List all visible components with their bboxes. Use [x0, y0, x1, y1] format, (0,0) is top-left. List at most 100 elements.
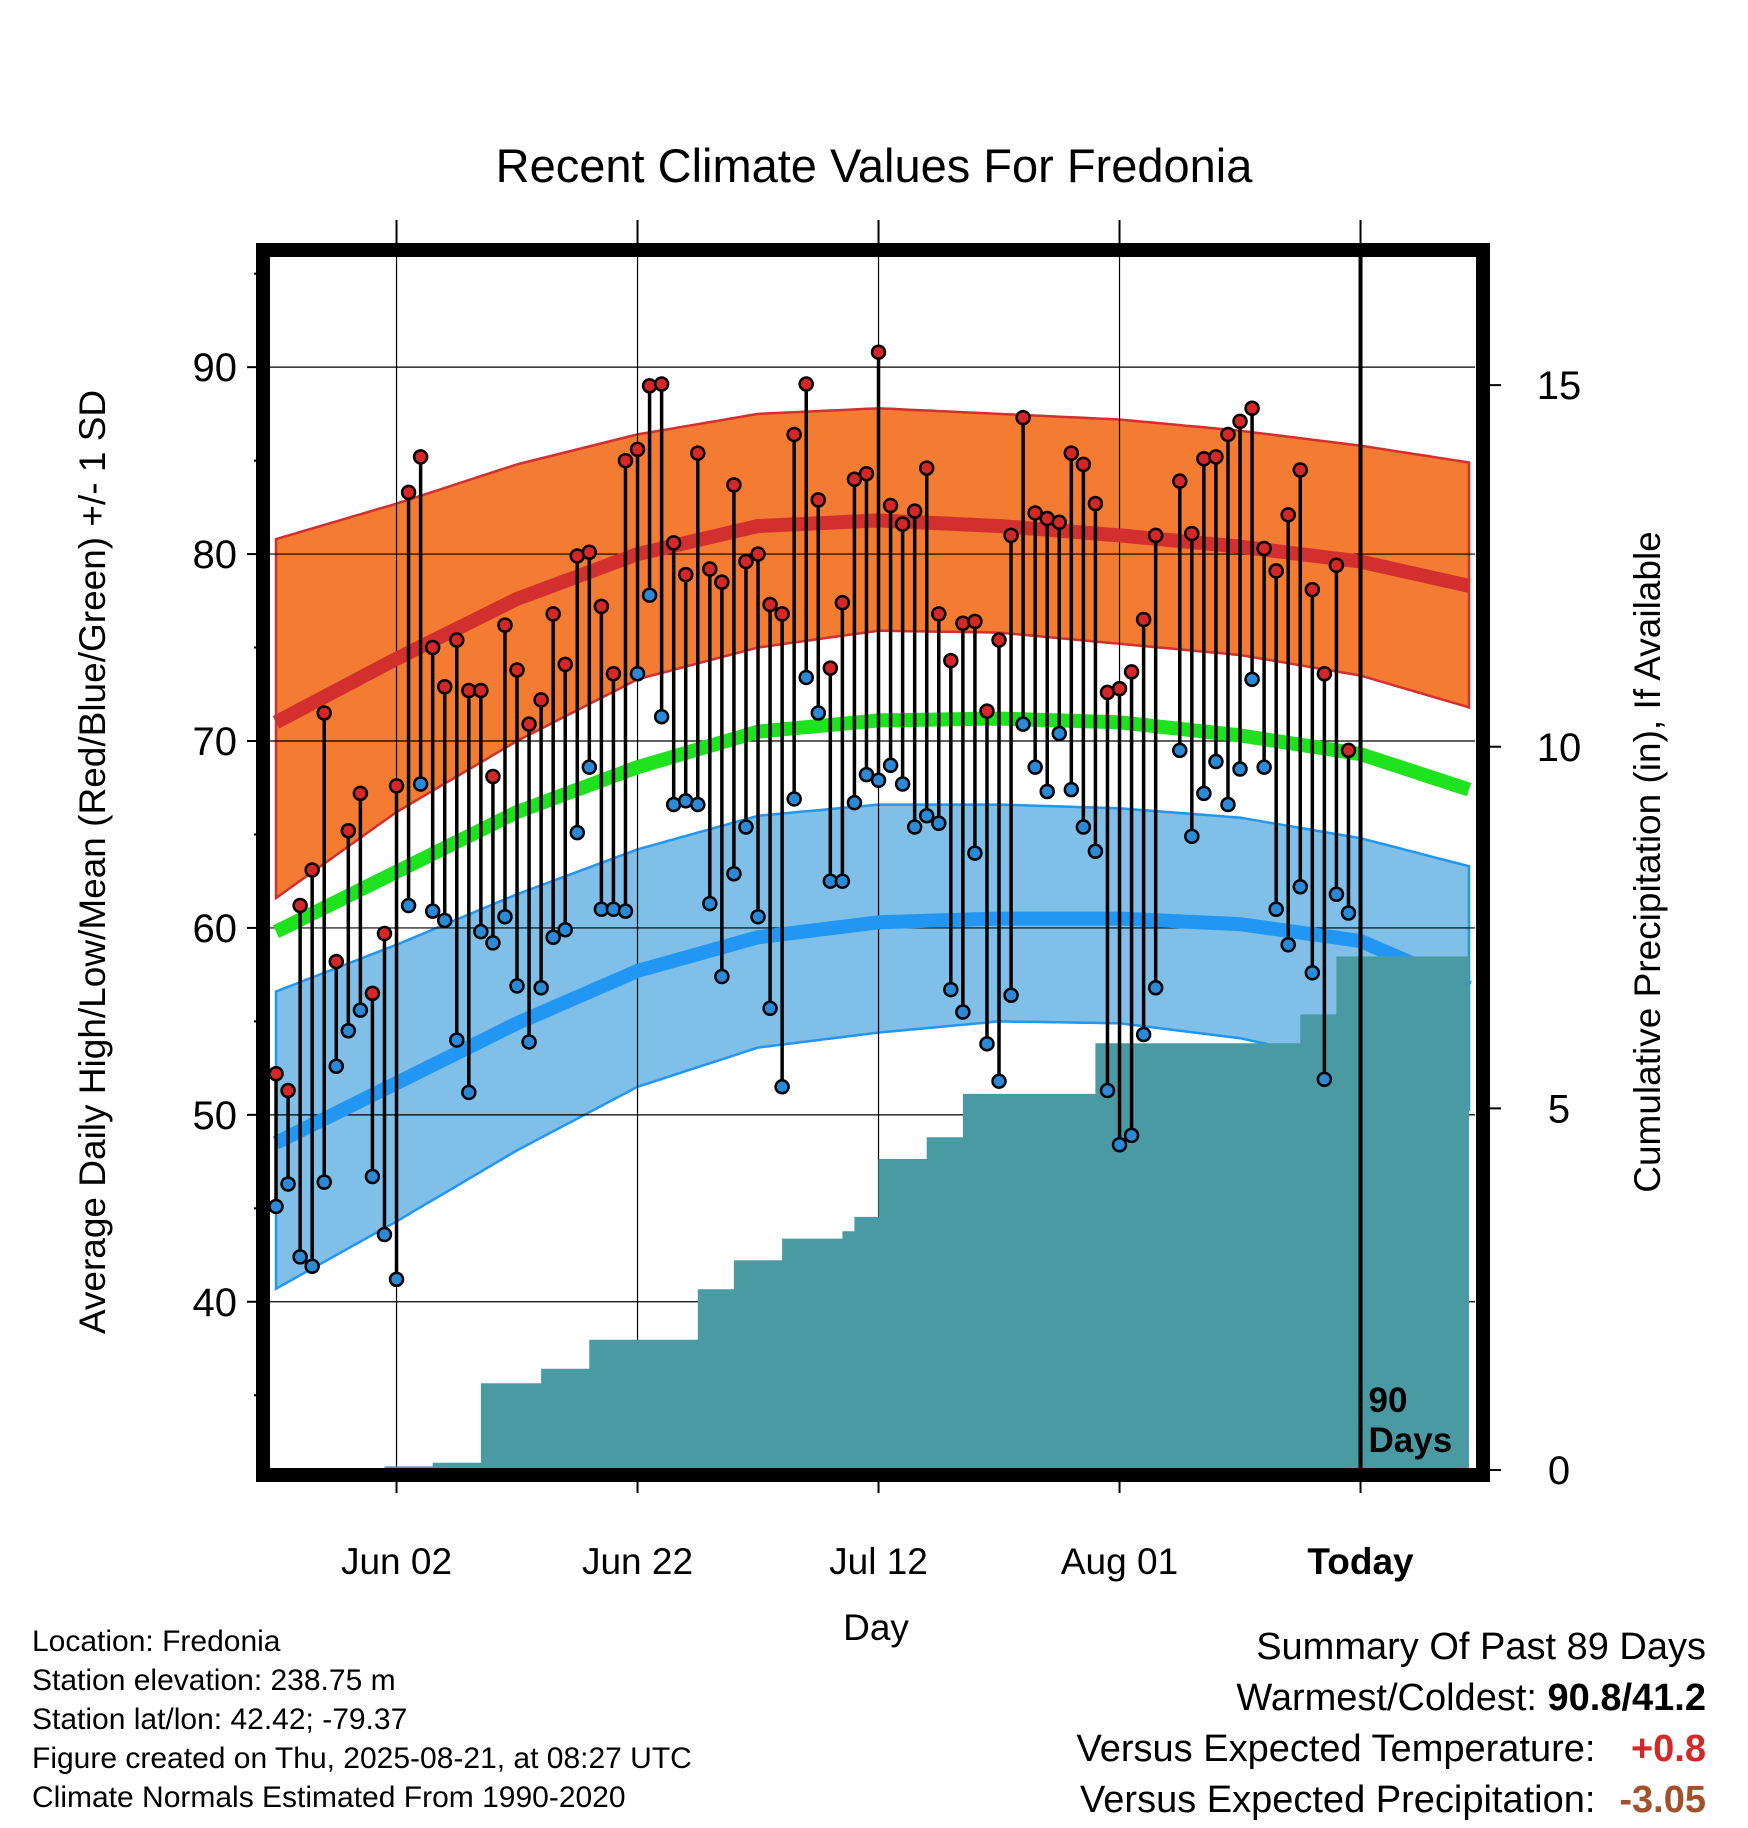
summary-precip-row: Versus Expected Precipitation: -3.05 — [1077, 1775, 1706, 1826]
daily-low-point — [1256, 759, 1272, 775]
daily-high-point — [1027, 505, 1043, 521]
summary-title: Summary Of Past 89 Days — [1256, 1626, 1706, 1668]
daily-high-point — [1184, 525, 1200, 542]
daily-low-point — [569, 824, 586, 841]
daily-high-point — [1328, 557, 1345, 574]
daily-low-point — [1196, 785, 1212, 802]
latlon-text: Station lat/lon: 42.42; -79.37 — [32, 1703, 408, 1736]
daily-high-point — [617, 452, 634, 469]
daily-low-point — [364, 1168, 381, 1185]
daily-low-point — [557, 922, 573, 938]
daily-low-point — [340, 1022, 357, 1039]
today-days-number: 90 — [1369, 1381, 1408, 1420]
daily-high-point — [270, 1065, 284, 1082]
daily-low-point — [786, 791, 802, 807]
daily-low-point — [617, 903, 634, 919]
daily-low-point — [533, 979, 549, 996]
daily-high-point — [1316, 665, 1333, 682]
daily-high-point — [943, 652, 959, 669]
daily-high-point — [822, 660, 839, 676]
daily-high-point — [292, 897, 308, 914]
daily-high-point — [726, 477, 742, 493]
daily-low-point — [762, 1000, 778, 1017]
normals-text: Climate Normals Estimated From 1990-2020 — [32, 1781, 626, 1814]
daily-low-point — [1304, 965, 1321, 981]
plot-inner — [270, 255, 1475, 1470]
daily-high-point — [1123, 664, 1140, 680]
daily-low-point — [581, 759, 598, 775]
daily-high-point — [629, 441, 646, 458]
daily-high-point — [280, 1082, 296, 1099]
daily-high-point — [1208, 449, 1224, 465]
daily-high-point — [376, 925, 393, 942]
daily-low-point — [1220, 796, 1236, 813]
daily-low-point — [497, 908, 513, 925]
daily-low-point — [270, 1198, 284, 1215]
daily-low-point — [485, 935, 501, 951]
daily-high-point — [677, 566, 694, 583]
daily-low-point — [1123, 1127, 1140, 1144]
x-tick-label: Jun 02 — [341, 1541, 452, 1582]
daily-low-point — [400, 897, 417, 914]
daily-low-point — [798, 669, 814, 686]
y2-tick-label: 0 — [1548, 1449, 1570, 1493]
daily-high-point — [750, 546, 766, 562]
x-tick-label: Jun 22 — [582, 1541, 693, 1582]
daily-high-point — [918, 460, 935, 476]
daily-high-point — [810, 492, 827, 508]
y-tick-label: 50 — [193, 1094, 238, 1138]
daily-high-point — [906, 503, 923, 519]
y-tick-label: 60 — [193, 907, 238, 951]
daily-high-point — [894, 516, 911, 532]
daily-low-point — [509, 978, 525, 994]
daily-high-point — [714, 574, 730, 590]
daily-high-point — [304, 862, 320, 878]
daily-high-point — [509, 662, 525, 678]
daily-high-point — [593, 598, 610, 615]
daily-low-point — [521, 1034, 537, 1050]
daily-high-point — [798, 376, 814, 392]
daily-low-point — [1051, 725, 1068, 742]
daily-low-point — [906, 819, 923, 835]
daily-high-point — [545, 606, 561, 622]
daily-low-point — [810, 705, 827, 721]
daily-high-point — [328, 953, 345, 970]
chart-title: Recent Climate Values For Fredonia — [496, 139, 1254, 192]
daily-high-point — [882, 497, 899, 514]
location-text: Location: Fredonia — [32, 1625, 281, 1658]
daily-high-point — [1340, 742, 1357, 759]
daily-high-point — [1268, 563, 1284, 579]
plot-frame — [256, 243, 1490, 1482]
daily-low-point — [1099, 1082, 1116, 1099]
daily-low-point — [1268, 901, 1284, 917]
daily-low-point — [1135, 1026, 1152, 1043]
daily-high-point — [690, 445, 706, 461]
daily-high-point — [400, 484, 417, 501]
daily-low-point — [714, 968, 730, 985]
daily-high-point — [1111, 680, 1128, 697]
daily-high-point — [1063, 445, 1080, 461]
daily-high-point — [340, 822, 357, 839]
daily-low-point — [449, 1032, 465, 1048]
daily-high-point — [436, 679, 453, 695]
daily-low-point — [774, 1079, 790, 1095]
y-tick-label: 80 — [193, 533, 238, 577]
daily-low-point — [1280, 936, 1296, 953]
daily-low-point — [1087, 843, 1104, 860]
daily-low-point — [280, 1176, 296, 1192]
daily-low-point — [376, 1226, 393, 1243]
daily-high-point — [786, 426, 802, 443]
daily-high-point — [473, 682, 489, 699]
x-axis-label: Day — [843, 1607, 909, 1648]
x-tick-label: Today — [1307, 1541, 1414, 1582]
daily-low-point — [641, 587, 658, 603]
y-tick-label: 40 — [193, 1281, 238, 1325]
daily-low-point — [424, 903, 441, 919]
daily-low-point — [461, 1084, 477, 1101]
precip-area — [276, 949, 1469, 1470]
daily-low-point — [870, 772, 887, 789]
warm-value: 90.8/41.2 — [1547, 1677, 1706, 1719]
daily-low-point — [1039, 783, 1055, 800]
daily-high-point — [533, 692, 549, 708]
